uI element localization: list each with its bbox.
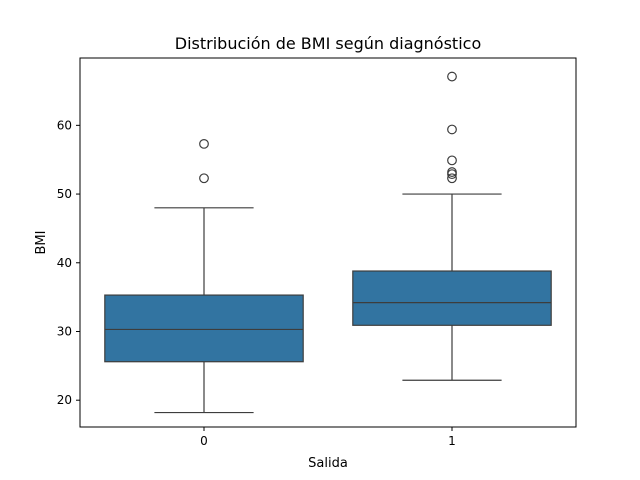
outlier-point xyxy=(447,167,457,177)
y-axis: 20 30 40 50 60 xyxy=(57,118,80,407)
x-tick-label: 1 xyxy=(448,434,456,448)
outlier-point xyxy=(447,71,457,82)
axes-frame xyxy=(79,57,577,428)
y-tick-label: 50 xyxy=(57,187,72,201)
x-tick-label: 0 xyxy=(200,434,208,448)
box xyxy=(104,294,304,363)
outlier-point xyxy=(199,138,209,149)
plot-area xyxy=(104,71,552,414)
box-group-0 xyxy=(104,138,304,414)
outlier-point xyxy=(447,173,457,184)
y-tick-label: 30 xyxy=(57,324,72,338)
box xyxy=(352,270,552,326)
y-tick-label: 20 xyxy=(57,393,72,407)
x-axis-label: Salida xyxy=(308,456,348,471)
y-tick-label: 40 xyxy=(57,256,72,270)
y-axis-label: BMI xyxy=(34,231,49,255)
outlier-point xyxy=(199,173,209,184)
y-tick-label: 60 xyxy=(57,118,72,132)
chart-title: Distribución de BMI según diagnóstico xyxy=(175,34,481,53)
outlier-point xyxy=(447,124,457,135)
outlier-point xyxy=(447,155,457,166)
box-group-1 xyxy=(352,71,552,381)
